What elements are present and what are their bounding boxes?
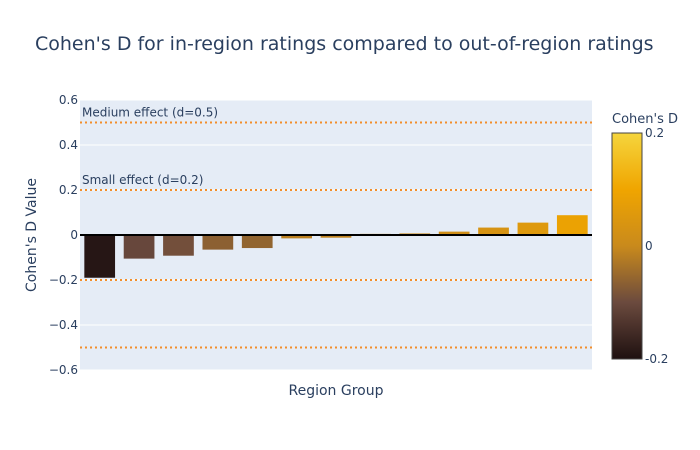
bars	[84, 215, 588, 278]
y-tick-labels: −0.6 −0.4 −0.2 0 0.2 0.4 0.6	[49, 93, 78, 377]
colorbar-tick-label: 0.2	[645, 126, 664, 140]
colorbar-title: Cohen's D	[612, 112, 678, 127]
bar	[438, 231, 470, 235]
bar	[478, 227, 509, 235]
bar	[84, 235, 116, 278]
bar	[281, 235, 312, 239]
x-axis-title: Region Group	[289, 383, 384, 399]
y-tick-label: 0.2	[59, 183, 78, 197]
reference-lines: Medium effect (d=0.5) Small effect (d=0.2…	[80, 106, 592, 349]
bar	[556, 215, 588, 235]
y-tick-label: 0.4	[59, 138, 78, 152]
y-tick-label: −0.4	[49, 318, 78, 332]
bar	[163, 235, 194, 256]
reference-line-label: Small effect (d=0.2)	[82, 173, 203, 187]
y-tick-label: −0.2	[49, 273, 78, 287]
y-tick-label: −0.6	[49, 363, 78, 377]
bar	[241, 235, 273, 249]
bar	[202, 235, 234, 250]
bar	[320, 235, 352, 238]
bar	[123, 235, 155, 259]
colorbar-tick-label: -0.2	[645, 352, 668, 366]
bar	[517, 222, 549, 235]
colorbar	[611, 132, 643, 360]
y-tick-label: 0.6	[59, 93, 78, 107]
y-tick-label: 0	[70, 228, 78, 242]
colorbar-tick-label: 0	[645, 239, 653, 253]
y-axis-title: Cohen's D Value	[24, 178, 40, 292]
chart-title: Cohen's D for in-region ratings compared…	[35, 33, 654, 55]
reference-line-label: Medium effect (d=0.5)	[82, 106, 218, 120]
colorbar-ticks: 0.2 0 -0.2	[645, 126, 668, 366]
